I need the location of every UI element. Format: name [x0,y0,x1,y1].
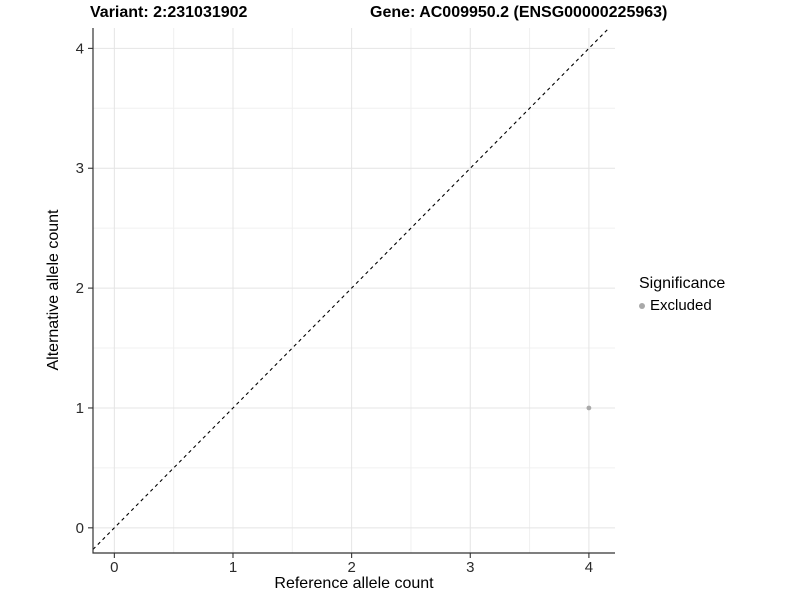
y-axis-title: Alternative allele count [45,209,62,371]
legend: Significance Excluded [639,275,725,314]
legend-point-icon [639,302,645,309]
legend-entry-excluded: Excluded [639,297,725,314]
plot-title-variant: Variant: 2:231031902 [90,4,248,21]
x-tick-label: 0 [110,559,118,576]
x-tick-label: 1 [229,559,237,576]
x-axis-title: Reference allele count [274,575,434,592]
plot-panel [93,28,615,553]
legend-entry-label: Excluded [650,297,712,314]
y-tick-label: 0 [76,520,84,537]
data-point-excluded [586,405,592,411]
legend-title: Significance [639,275,726,292]
x-tick-label: 2 [347,559,355,576]
y-tick-label: 1 [76,400,84,417]
y-tick-label: 3 [76,160,84,177]
y-tick-label: 4 [76,40,84,57]
y-tick-label: 2 [76,280,84,297]
plot-title-gene: Gene: AC009950.2 (ENSG00000225963) [370,4,668,21]
x-tick-label: 3 [466,559,474,576]
x-tick-label: 4 [585,559,593,576]
